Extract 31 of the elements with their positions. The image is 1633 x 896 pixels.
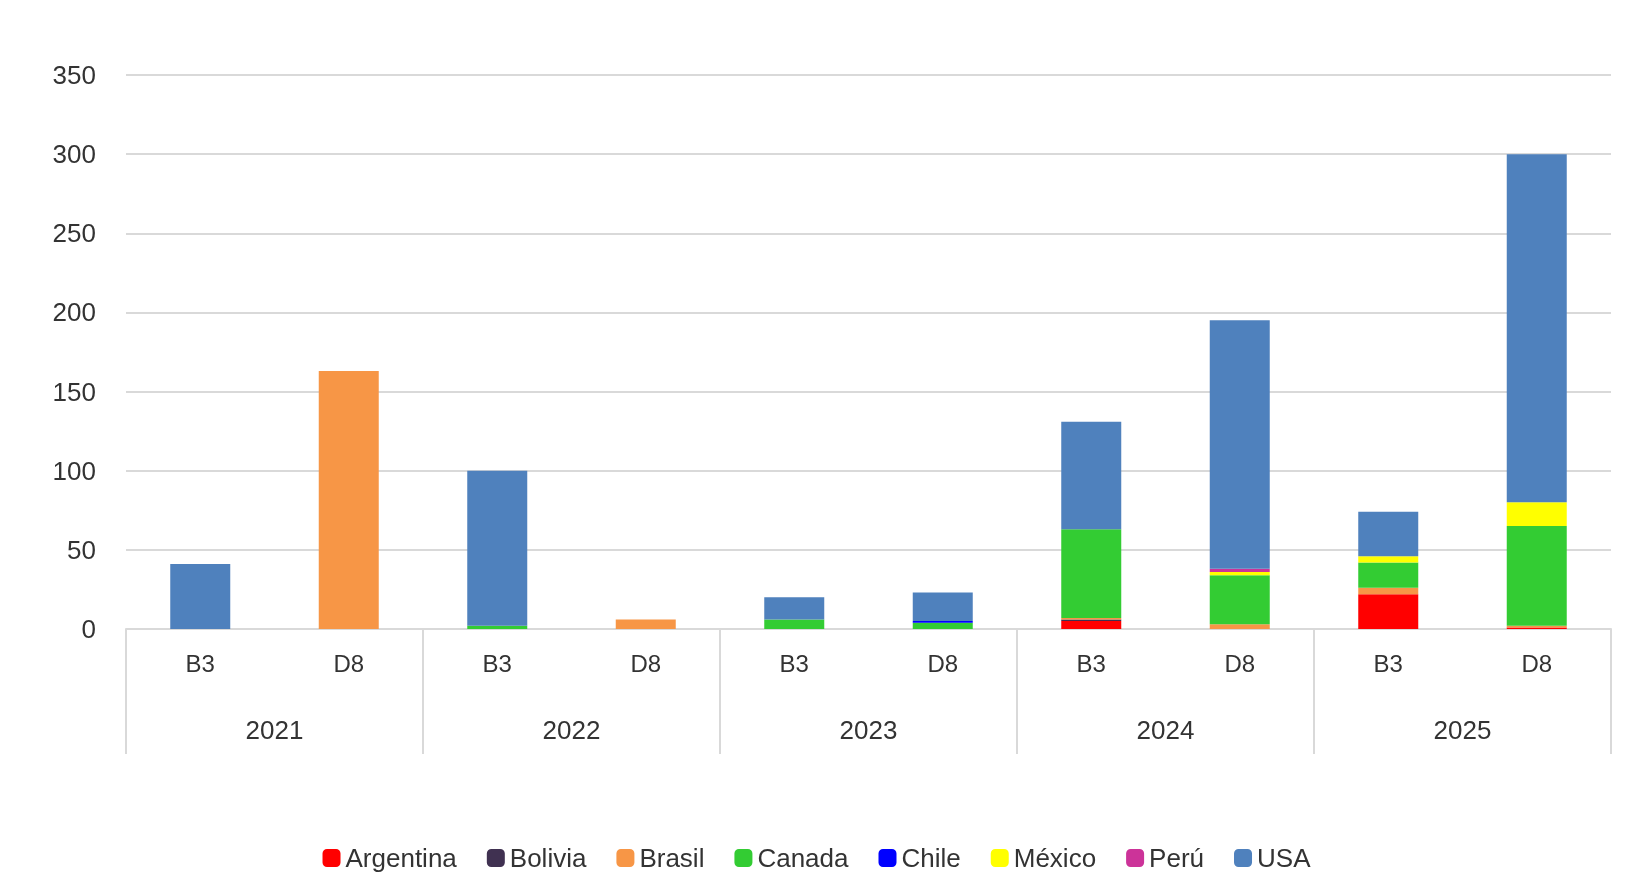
y-tick-label: 200 (52, 297, 96, 328)
y-tick-label: 300 (52, 139, 96, 170)
legend-label: Argentina (345, 843, 458, 873)
text: 2025 (1433, 715, 1492, 745)
x-tick-label: B3 (779, 649, 809, 677)
x-tick-label: B3 (482, 649, 512, 677)
x-tick-label: D8 (333, 649, 365, 677)
y-tick-label: 350 (52, 60, 96, 90)
x-tick-label: B3 (1076, 649, 1106, 677)
text: 2022 (542, 715, 601, 745)
legend-label: Chile (901, 843, 961, 873)
x-tick-label: B3 (185, 649, 215, 677)
y-tick-label: 0 (81, 614, 96, 644)
legend-label: USA (1257, 843, 1312, 873)
legend-label: Bolivia (509, 843, 587, 873)
y-tick-label: 100 (52, 455, 96, 486)
legend-label: Brasil (639, 843, 705, 873)
legend-label: Canada (757, 843, 850, 873)
legend-label: Perú (1149, 843, 1205, 873)
x-tick-label: D8 (630, 649, 662, 677)
y-tick-label: 250 (52, 218, 96, 249)
y-tick-label: 50 (67, 534, 96, 565)
x-tick-label: D8 (1224, 649, 1256, 677)
x-tick-label: D8 (1521, 649, 1553, 677)
text: 2021 (245, 715, 304, 745)
text: 2023 (839, 715, 898, 745)
x-tick-label: D8 (927, 649, 959, 677)
y-tick-label: 150 (52, 376, 96, 407)
x-tick-label: B3 (1373, 649, 1403, 677)
text: 2024 (1136, 715, 1195, 745)
legend-label: México (1013, 843, 1097, 873)
